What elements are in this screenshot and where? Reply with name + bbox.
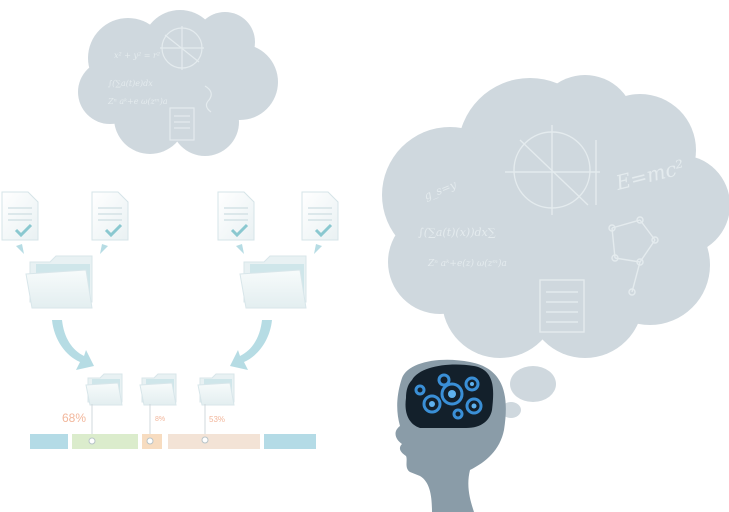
folder-icon: [239, 255, 307, 309]
large-formula-2: ∫(∑a(t)(x))dx∑: [418, 226, 496, 239]
document-check-icon: [91, 191, 129, 241]
gear-icon: [414, 373, 483, 420]
small-formula-2: ∫(∑a(t)e)dx: [108, 79, 153, 88]
small-cloud-formulas: [160, 26, 212, 141]
document-check-icon: [217, 191, 255, 241]
bar-markers: [88, 436, 209, 445]
folder-icon: [139, 373, 177, 406]
documents-row: [1, 191, 339, 241]
molecule-sketch: [608, 216, 659, 296]
folder-icon: [25, 255, 93, 309]
bar-segment-blue-right: [264, 434, 316, 449]
small-formula-1: x² + y² = r²: [114, 51, 160, 60]
small-formula-3: Zⁿ aᵏ+e ω(zᵐ)a: [107, 97, 168, 106]
doc-to-folder-arrows: [16, 244, 322, 254]
bar-segment-peach: [168, 434, 260, 449]
thought-bubbles: [501, 366, 556, 418]
large-cloud-sketches: [505, 125, 659, 333]
brain: [405, 364, 494, 428]
segmented-bar: [30, 434, 316, 449]
bar-segment-blue-left: [30, 434, 68, 449]
folder-icon: [85, 373, 123, 406]
curved-arrows: [52, 320, 272, 370]
large-thought-cloud: g_s=y ∫(∑a(t)(x))dx∑ Zⁿ aᵏ+e(z) ω(zᵐ)a E…: [382, 75, 729, 358]
folder-icon: [197, 373, 235, 406]
document-check-icon: [301, 191, 339, 241]
head-silhouette: [395, 359, 506, 512]
percent-label-53: 53%: [209, 415, 225, 424]
document-check-icon: [1, 191, 39, 241]
small-thought-cloud: x² + y² = r² ∫(∑a(t)e)dx Zⁿ aᵏ+e ω(zᵐ)a: [78, 10, 278, 156]
percent-label-68: 68%: [62, 411, 86, 425]
percent-label-8: 8%: [155, 416, 165, 423]
large-formula-3: Zⁿ aᵏ+e(z) ω(zᵐ)a: [427, 258, 507, 269]
progress-labels: 68% 8% 53%: [62, 411, 225, 425]
bar-segment-green: [72, 434, 138, 449]
